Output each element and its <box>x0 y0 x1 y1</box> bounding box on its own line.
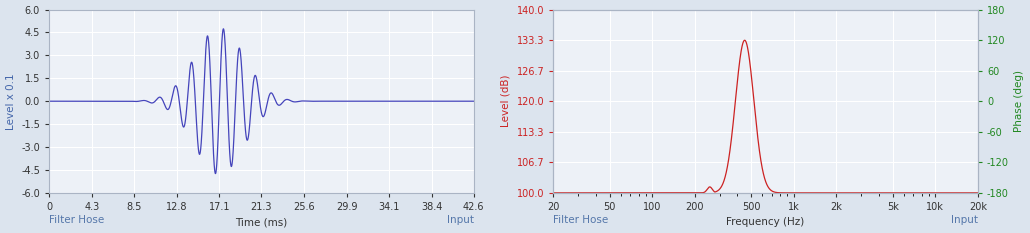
Text: Input: Input <box>447 216 474 225</box>
Y-axis label: Level x 0.1: Level x 0.1 <box>5 73 15 130</box>
X-axis label: Time (ms): Time (ms) <box>235 217 287 227</box>
Text: Input: Input <box>951 216 977 225</box>
Text: Filter Hose: Filter Hose <box>553 216 609 225</box>
Y-axis label: Level (dB): Level (dB) <box>501 75 511 127</box>
Text: Filter Hose: Filter Hose <box>49 216 104 225</box>
Y-axis label: Phase (deg): Phase (deg) <box>1015 70 1025 132</box>
X-axis label: Frequency (Hz): Frequency (Hz) <box>726 217 804 227</box>
